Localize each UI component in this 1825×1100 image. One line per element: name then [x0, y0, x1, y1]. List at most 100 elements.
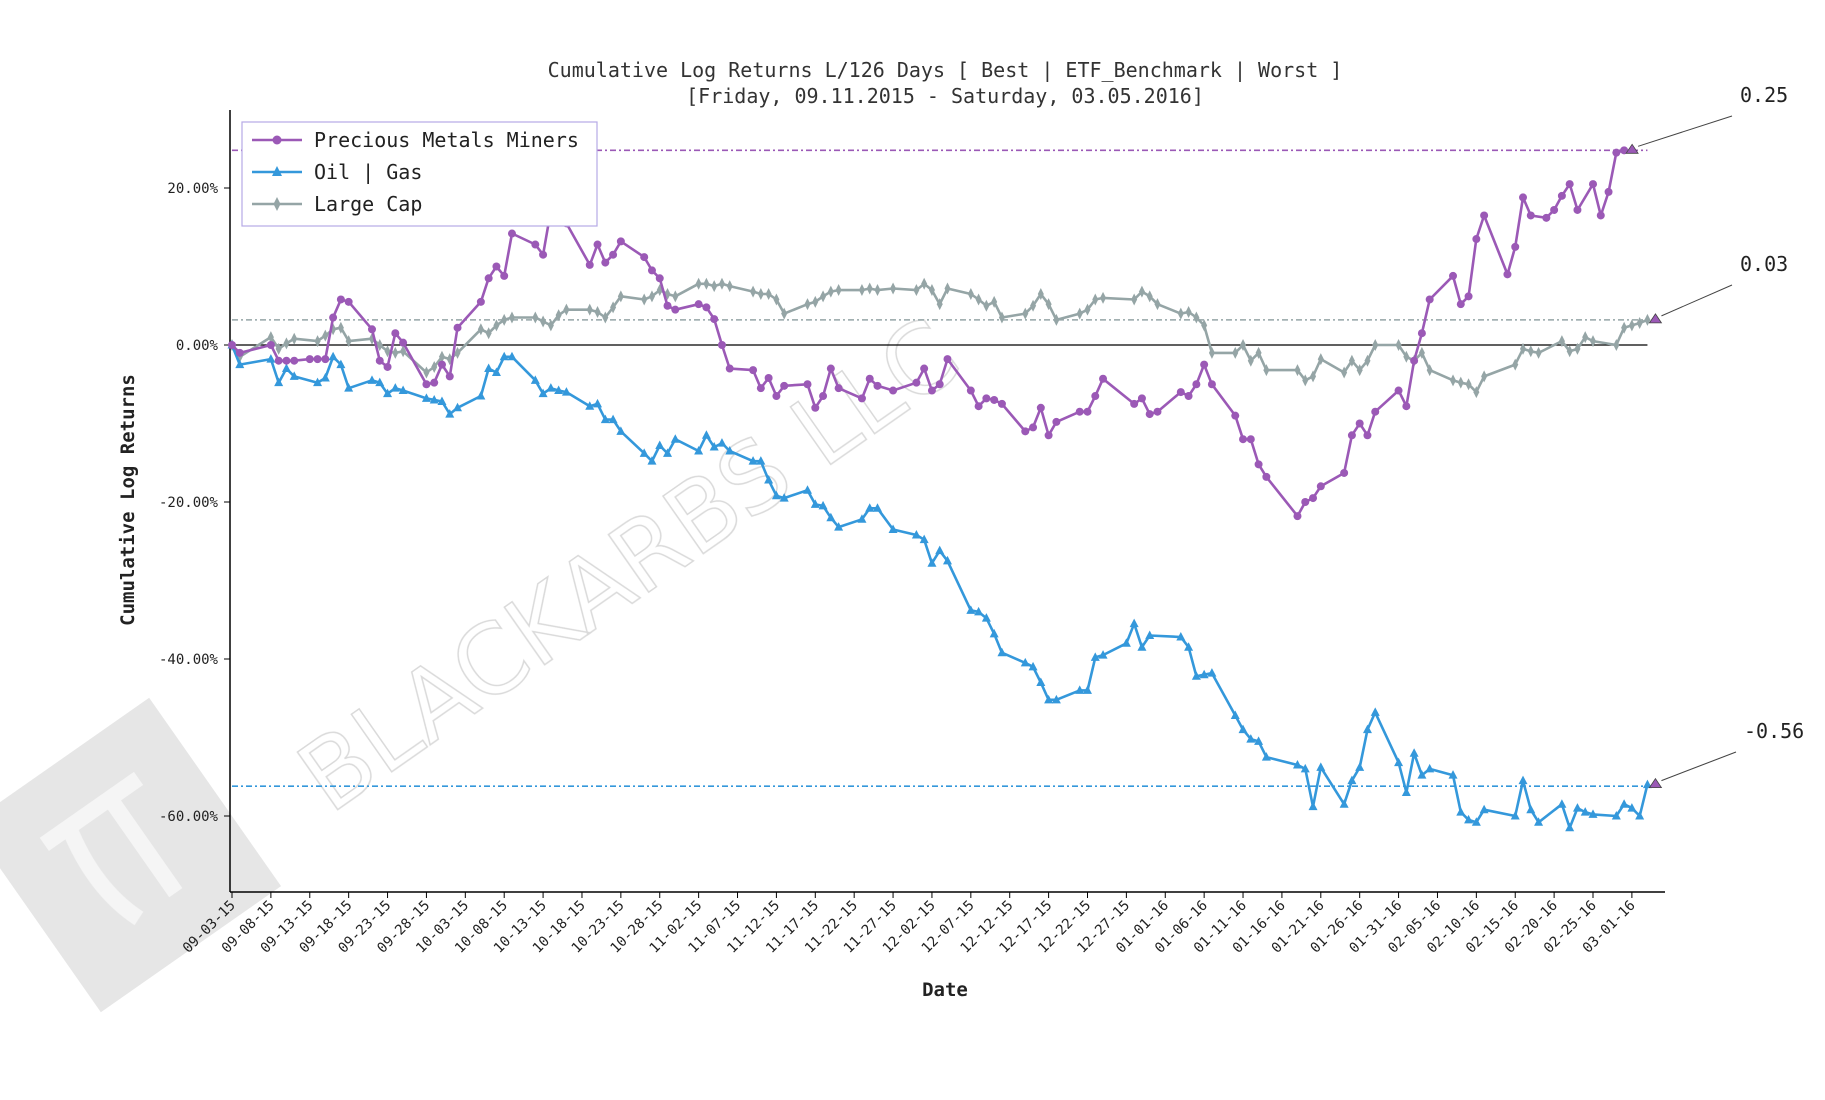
data-point [757, 287, 764, 300]
data-point [1302, 374, 1309, 387]
data-point [1526, 804, 1536, 814]
data-point [1402, 402, 1411, 411]
data-point [1232, 346, 1239, 359]
data-point [1472, 235, 1481, 244]
series-line [230, 344, 1649, 830]
data-point [1231, 411, 1240, 420]
data-point [804, 298, 811, 311]
end-annotation: -0.56 [1648, 719, 1804, 788]
data-point [1092, 293, 1099, 306]
data-point [1464, 814, 1474, 824]
data-point [695, 277, 702, 290]
data-point [834, 384, 843, 393]
data-point [1449, 271, 1458, 280]
data-point [1410, 356, 1419, 365]
data-point [1022, 307, 1029, 320]
data-point [857, 514, 867, 523]
data-point [345, 335, 352, 348]
data-point [1573, 205, 1582, 214]
data-point [1425, 763, 1435, 773]
y-ticks: -60.00% -40.00% -20.00% 0.00% 20.00% [159, 181, 230, 825]
data-point [1191, 671, 1201, 680]
data-point [539, 250, 548, 259]
y-axis-label: Cumulative Log Returns [117, 374, 139, 626]
data-point [1511, 242, 1520, 251]
data-point [750, 285, 757, 298]
data-point [546, 383, 556, 392]
data-point [1036, 403, 1045, 412]
y-tick-label: -60.00% [159, 809, 219, 825]
data-point [718, 277, 725, 290]
legend-item: Precious Metals Miners [252, 128, 579, 152]
series-line [231, 149, 1625, 518]
data-point [508, 311, 515, 324]
annotation-arrowhead-icon [1648, 313, 1663, 324]
data-point [421, 393, 431, 402]
series-oil-gas [227, 340, 1652, 832]
data-point [291, 332, 298, 345]
data-point [1193, 311, 1200, 324]
data-point [998, 311, 1005, 324]
data-point [1310, 370, 1317, 383]
data-point [616, 426, 626, 435]
data-point [989, 628, 999, 638]
chart-subtitle: [Friday, 09.11.2015 - Saturday, 03.05.20… [686, 84, 1204, 108]
data-point [586, 303, 593, 316]
data-point [1316, 762, 1326, 771]
data-point [670, 434, 680, 443]
data-point [974, 402, 983, 411]
end-annotation: 0.25 [1625, 83, 1788, 154]
data-point [1176, 388, 1185, 397]
data-point [943, 555, 952, 565]
data-point [431, 360, 438, 373]
data-point [1403, 350, 1410, 363]
data-point [1535, 346, 1542, 359]
data-point [694, 300, 703, 309]
data-point [1184, 642, 1194, 651]
data-point [507, 229, 516, 238]
data-point [1372, 339, 1379, 351]
data-point [1084, 303, 1091, 316]
data-point [375, 377, 385, 387]
chart-title: Cumulative Log Returns L/126 Days [ Best… [548, 58, 1343, 82]
data-point [1045, 298, 1052, 311]
data-point [1355, 762, 1365, 771]
data-point [873, 503, 883, 512]
data-point [1207, 380, 1216, 389]
data-point [321, 355, 330, 364]
data-point [943, 355, 952, 364]
data-point [329, 313, 338, 322]
data-point [874, 284, 881, 297]
data-point [826, 364, 835, 373]
data-point [1246, 734, 1256, 743]
data-point [1510, 811, 1520, 820]
data-point [602, 311, 609, 324]
data-point [701, 430, 711, 439]
data-point [1176, 632, 1186, 641]
legend-marker [272, 135, 282, 145]
data-point [1339, 799, 1349, 808]
data-point [328, 351, 338, 361]
legend-item: Oil | Gas [252, 160, 422, 184]
data-point [1153, 407, 1162, 416]
data-point [818, 500, 828, 510]
data-point [1292, 759, 1302, 769]
data-point [647, 456, 657, 465]
data-point [1240, 339, 1247, 351]
data-point [1208, 346, 1215, 359]
legend-marker [273, 197, 281, 211]
data-point [437, 360, 446, 369]
data-point [1590, 335, 1597, 348]
data-point [531, 240, 540, 249]
annotation-arrowhead-icon [1625, 143, 1639, 154]
data-point [1456, 300, 1465, 309]
data-point [1309, 494, 1318, 503]
data-point [485, 327, 492, 340]
data-point [1021, 427, 1030, 436]
data-point [827, 285, 834, 298]
data-point [1611, 811, 1621, 820]
data-point [1091, 392, 1100, 401]
data-point [1044, 431, 1053, 440]
data-point [593, 240, 602, 249]
